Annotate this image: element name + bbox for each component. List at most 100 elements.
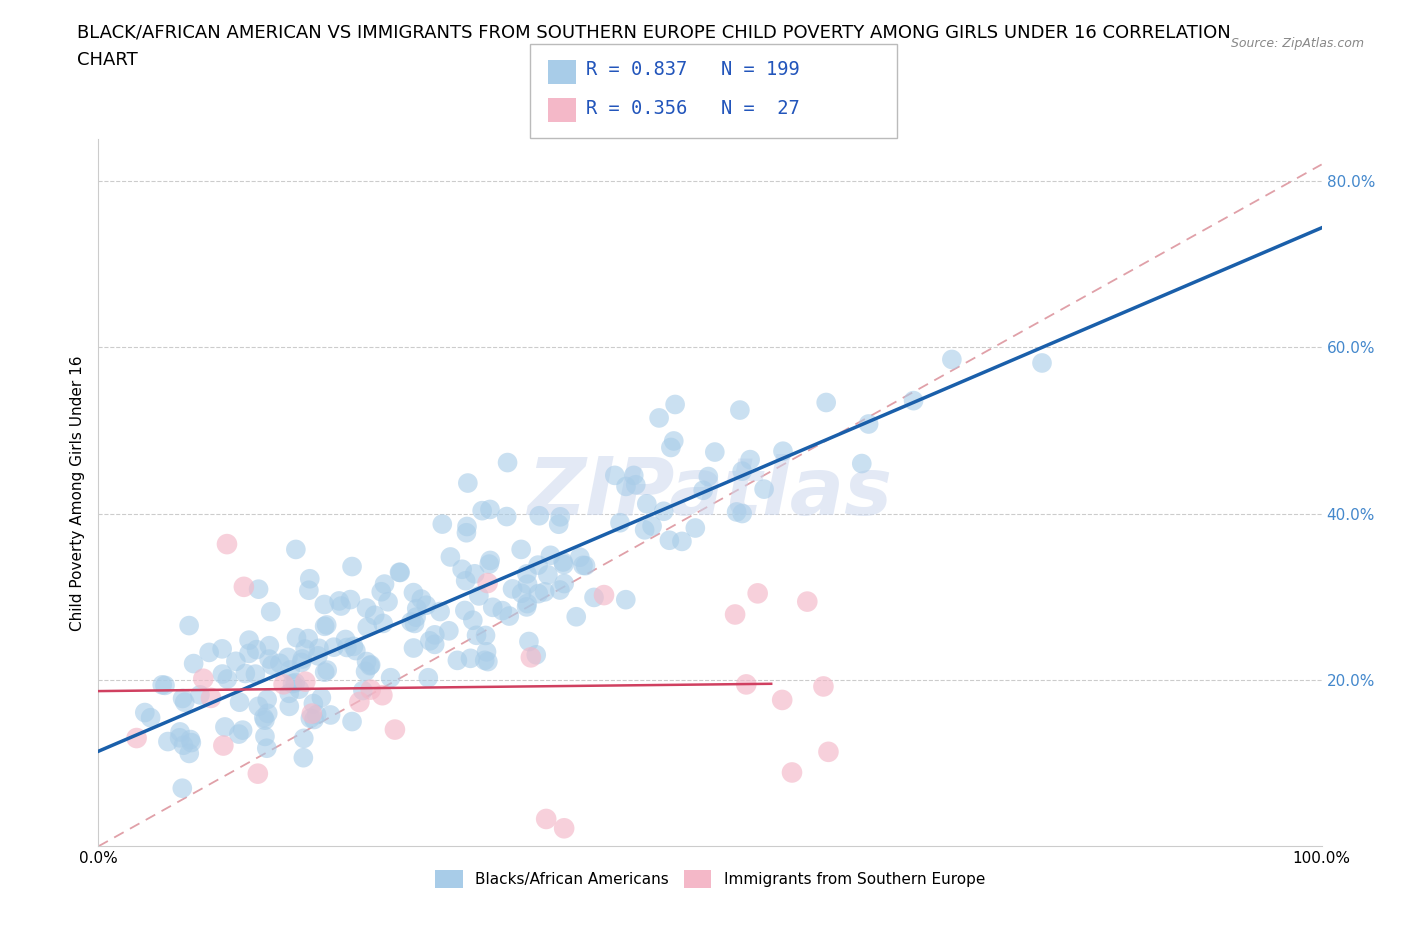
- Point: [411, 591, 433, 606]
- Point: [212, 738, 235, 753]
- Point: [298, 583, 321, 598]
- Point: [169, 730, 191, 745]
- Point: [256, 741, 278, 756]
- Point: [461, 613, 484, 628]
- Point: [502, 581, 524, 596]
- Point: [517, 634, 540, 649]
- Point: [139, 711, 162, 725]
- Point: [404, 616, 426, 631]
- Point: [314, 665, 336, 680]
- Point: [465, 628, 488, 643]
- Point: [652, 504, 675, 519]
- Point: [474, 653, 496, 668]
- Point: [319, 708, 342, 723]
- Point: [198, 645, 221, 660]
- Point: [662, 433, 685, 448]
- Point: [359, 658, 381, 673]
- Point: [298, 571, 321, 586]
- Point: [342, 639, 364, 654]
- Point: [903, 393, 925, 408]
- Point: [284, 542, 307, 557]
- Point: [537, 567, 560, 582]
- Point: [336, 640, 359, 655]
- Point: [772, 444, 794, 458]
- Point: [340, 559, 363, 574]
- Point: [384, 722, 406, 737]
- Text: R = 0.837   N = 199: R = 0.837 N = 199: [586, 60, 800, 79]
- Point: [524, 647, 547, 662]
- Text: BLACK/AFRICAN AMERICAN VS IMMIGRANTS FROM SOUTHERN EUROPE CHILD POVERTY AMONG GI: BLACK/AFRICAN AMERICAN VS IMMIGRANTS FRO…: [77, 23, 1232, 41]
- Point: [477, 654, 499, 669]
- Point: [402, 641, 425, 656]
- Point: [214, 720, 236, 735]
- Point: [352, 684, 374, 698]
- Point: [464, 566, 486, 581]
- Point: [516, 600, 538, 615]
- Point: [328, 593, 350, 608]
- Point: [172, 737, 194, 752]
- Point: [752, 482, 775, 497]
- Point: [380, 671, 402, 685]
- Point: [156, 734, 179, 749]
- Point: [813, 679, 835, 694]
- Point: [339, 592, 361, 607]
- Point: [308, 641, 330, 656]
- Text: Source: ZipAtlas.com: Source: ZipAtlas.com: [1230, 37, 1364, 50]
- Point: [697, 469, 720, 484]
- Point: [233, 666, 256, 681]
- Point: [728, 403, 751, 418]
- Point: [247, 698, 270, 713]
- Point: [858, 417, 880, 432]
- Point: [624, 477, 647, 492]
- Point: [780, 765, 803, 780]
- Text: R = 0.356   N =  27: R = 0.356 N = 27: [586, 100, 800, 118]
- Point: [294, 674, 316, 689]
- Point: [534, 812, 557, 827]
- Point: [399, 615, 422, 630]
- Point: [419, 633, 441, 648]
- Point: [815, 395, 838, 410]
- Point: [817, 744, 839, 759]
- Point: [180, 735, 202, 750]
- Point: [314, 597, 336, 612]
- Point: [603, 468, 626, 483]
- Point: [388, 565, 411, 579]
- Legend: Blacks/African Americans, Immigrants from Southern Europe: Blacks/African Americans, Immigrants fro…: [434, 870, 986, 888]
- Point: [217, 671, 239, 686]
- Point: [498, 608, 520, 623]
- Point: [685, 521, 707, 536]
- Point: [211, 642, 233, 657]
- Point: [377, 594, 399, 609]
- Point: [179, 618, 201, 633]
- Point: [269, 656, 291, 671]
- Point: [150, 677, 173, 692]
- Point: [527, 586, 550, 601]
- Point: [294, 642, 316, 657]
- Point: [731, 464, 754, 479]
- Point: [215, 537, 238, 551]
- Point: [593, 588, 616, 603]
- Point: [547, 517, 569, 532]
- Point: [1031, 355, 1053, 370]
- Point: [301, 706, 323, 721]
- Point: [796, 594, 818, 609]
- Point: [257, 652, 280, 667]
- Point: [456, 525, 478, 540]
- Point: [225, 654, 247, 669]
- Point: [228, 695, 250, 710]
- Point: [692, 483, 714, 498]
- Point: [125, 731, 148, 746]
- Point: [446, 653, 468, 668]
- Point: [516, 596, 538, 611]
- Point: [335, 632, 357, 647]
- Point: [941, 352, 963, 366]
- Point: [614, 592, 637, 607]
- Point: [228, 726, 250, 741]
- Point: [344, 644, 367, 658]
- Point: [510, 542, 533, 557]
- Point: [659, 440, 682, 455]
- Point: [354, 664, 377, 679]
- Point: [260, 658, 283, 672]
- Point: [285, 631, 308, 645]
- Point: [373, 577, 395, 591]
